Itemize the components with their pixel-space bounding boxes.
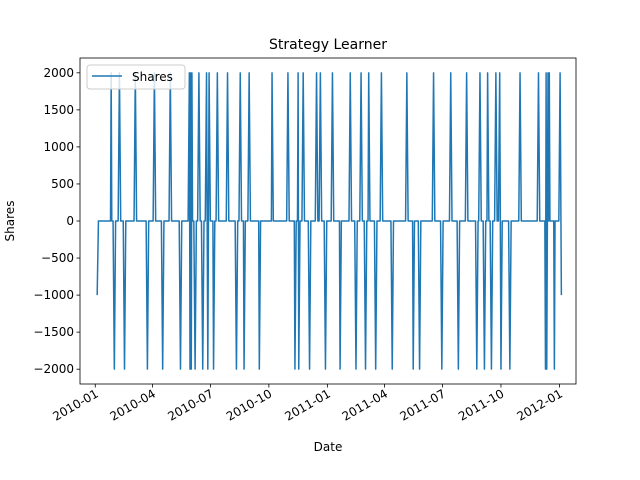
y-axis-label: Shares bbox=[3, 201, 17, 242]
y-tick-label: 0 bbox=[66, 214, 74, 228]
series-line-shares bbox=[96, 72, 563, 370]
y-tick-label: −500 bbox=[41, 251, 74, 265]
y-tick-label: −1000 bbox=[33, 288, 74, 302]
y-tick-label: 2000 bbox=[43, 66, 74, 80]
chart-title: Strategy Learner bbox=[269, 37, 387, 53]
y-tick-label: 1500 bbox=[43, 103, 74, 117]
y-tick-label: 1000 bbox=[43, 140, 74, 154]
y-tick-label: 500 bbox=[51, 177, 74, 191]
series-layer bbox=[96, 72, 563, 370]
legend-box bbox=[86, 64, 186, 90]
y-tick-label: −2000 bbox=[33, 362, 74, 376]
legend-label-shares: Shares bbox=[132, 70, 173, 84]
x-axis-label: Date bbox=[314, 440, 343, 454]
y-axis: −2000 −1500 −1000 −500 0 500 1000 1500 2000 bbox=[33, 66, 80, 376]
legend: Shares bbox=[86, 64, 186, 90]
y-tick-label: −1500 bbox=[33, 325, 74, 339]
